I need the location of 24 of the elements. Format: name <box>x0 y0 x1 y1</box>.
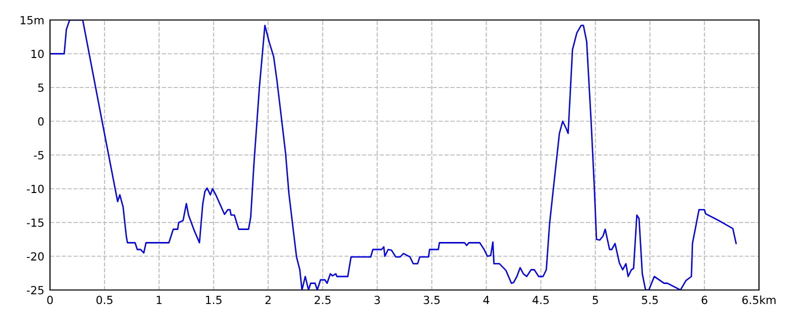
x-tick-label: 5.5 <box>642 296 658 304</box>
x-tick-label: 6.5km <box>742 296 776 304</box>
y-tick-label: 5 <box>38 84 44 92</box>
x-tick-label: 2 <box>265 296 271 304</box>
x-tick-label: 1 <box>156 296 162 304</box>
y-tick-label: 15m <box>20 16 44 24</box>
x-tick-label: 2.5 <box>314 296 331 304</box>
x-tick-label: 6 <box>702 296 708 304</box>
x-tick-label: 0.5 <box>96 296 112 304</box>
y-tick-label: 10 <box>32 50 44 58</box>
x-tick-label: 4.5 <box>532 296 549 304</box>
x-tick-label: 5 <box>592 296 598 304</box>
x-tick-label: 3.5 <box>424 296 440 304</box>
x-tick-label: 1.5 <box>206 296 222 304</box>
y-tick-label: 0 <box>38 117 44 126</box>
y-tick-label: -10 <box>26 184 44 194</box>
x-tick-label: 0 <box>47 296 53 304</box>
y-tick-label: -20 <box>26 252 44 261</box>
y-tick-label: -5 <box>34 151 44 160</box>
y-tick-label: -15 <box>26 218 44 227</box>
x-tick-label: 4 <box>483 296 490 304</box>
x-tick-label: 3 <box>374 296 380 304</box>
line-series <box>50 20 737 290</box>
y-tick-label: -25 <box>26 286 44 294</box>
